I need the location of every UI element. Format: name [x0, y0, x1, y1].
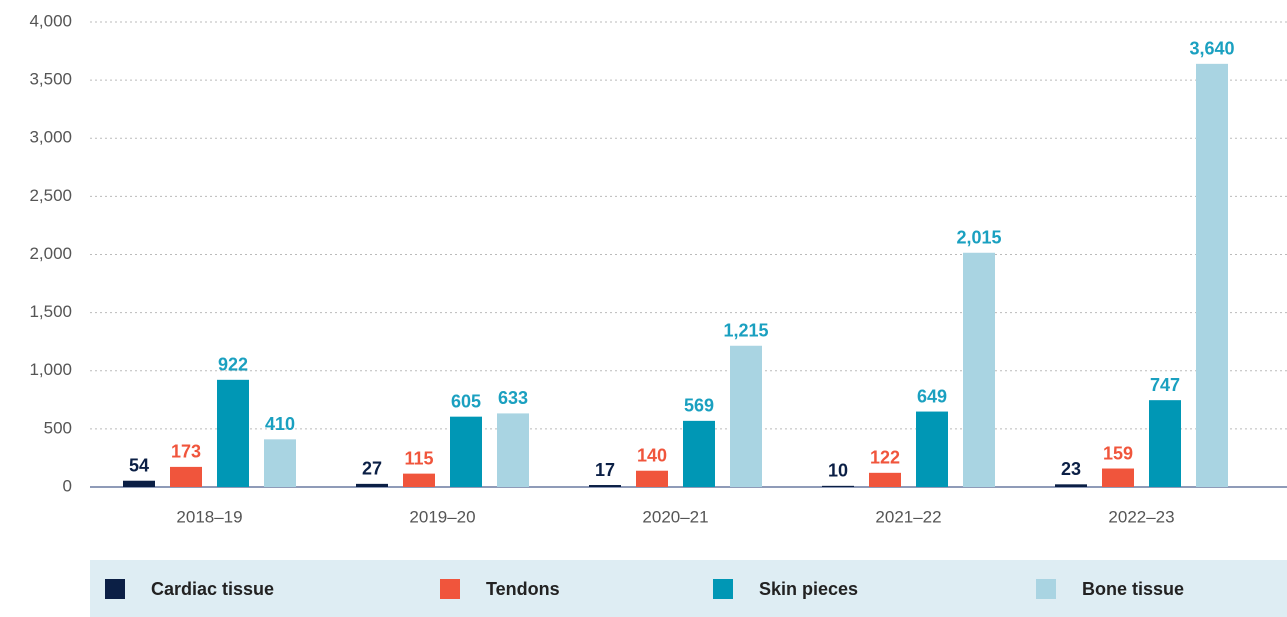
bar	[497, 413, 529, 487]
y-tick-label: 2,500	[29, 186, 72, 205]
value-label: 569	[684, 396, 714, 416]
x-tick-label: 2018–19	[176, 507, 242, 526]
bar	[589, 485, 621, 487]
x-tick-label: 2019–20	[409, 507, 475, 526]
x-tick-label: 2022–23	[1108, 507, 1174, 526]
value-label: 605	[451, 391, 481, 411]
bar	[963, 252, 995, 487]
value-label: 747	[1150, 375, 1180, 395]
bar	[1196, 63, 1228, 487]
legend-swatch	[1036, 579, 1056, 599]
value-label: 23	[1061, 459, 1081, 479]
value-label: 140	[637, 445, 667, 465]
bar	[123, 480, 155, 487]
value-label: 54	[129, 455, 149, 475]
bar	[450, 416, 482, 487]
x-tick-label: 2021–22	[875, 507, 941, 526]
legend-swatch	[440, 579, 460, 599]
value-label: 27	[362, 459, 382, 479]
bar	[264, 439, 296, 487]
y-tick-label: 3,000	[29, 128, 72, 147]
legend-label: Tendons	[486, 579, 560, 599]
bar	[170, 466, 202, 487]
y-tick-label: 3,500	[29, 70, 72, 89]
bar	[1149, 400, 1181, 487]
legend-swatch	[713, 579, 733, 599]
bar	[683, 420, 715, 487]
legend-swatch	[105, 579, 125, 599]
value-label: 159	[1103, 443, 1133, 463]
bar	[1102, 468, 1134, 487]
value-label: 2,015	[956, 228, 1001, 248]
y-tick-label: 2,000	[29, 244, 72, 263]
legend-box	[90, 560, 1287, 617]
value-label: 115	[404, 448, 433, 468]
bar	[916, 411, 948, 487]
value-label: 410	[265, 414, 295, 434]
value-label: 633	[498, 388, 528, 408]
value-label: 17	[595, 460, 615, 480]
y-tick-label: 1,500	[29, 302, 72, 321]
bar	[217, 379, 249, 487]
value-label: 122	[870, 448, 900, 468]
value-label: 3,640	[1189, 39, 1234, 59]
legend-label: Skin pieces	[759, 579, 858, 599]
bar	[636, 470, 668, 487]
bar	[822, 485, 854, 487]
y-tick-label: 4,000	[29, 11, 72, 30]
bar	[730, 345, 762, 487]
value-label: 173	[171, 442, 201, 462]
bar	[869, 472, 901, 487]
value-label: 10	[828, 461, 848, 481]
legend-label: Bone tissue	[1082, 579, 1184, 599]
y-tick-label: 0	[63, 476, 72, 495]
value-label: 1,215	[723, 321, 768, 341]
x-tick-label: 2020–21	[642, 507, 708, 526]
bar	[356, 483, 388, 487]
value-label: 922	[218, 355, 248, 375]
y-tick-label: 1,000	[29, 360, 72, 379]
bar	[1055, 484, 1087, 487]
legend-label: Cardiac tissue	[151, 579, 274, 599]
bar	[403, 473, 435, 487]
y-tick-label: 500	[44, 418, 72, 437]
value-label: 649	[917, 386, 947, 406]
